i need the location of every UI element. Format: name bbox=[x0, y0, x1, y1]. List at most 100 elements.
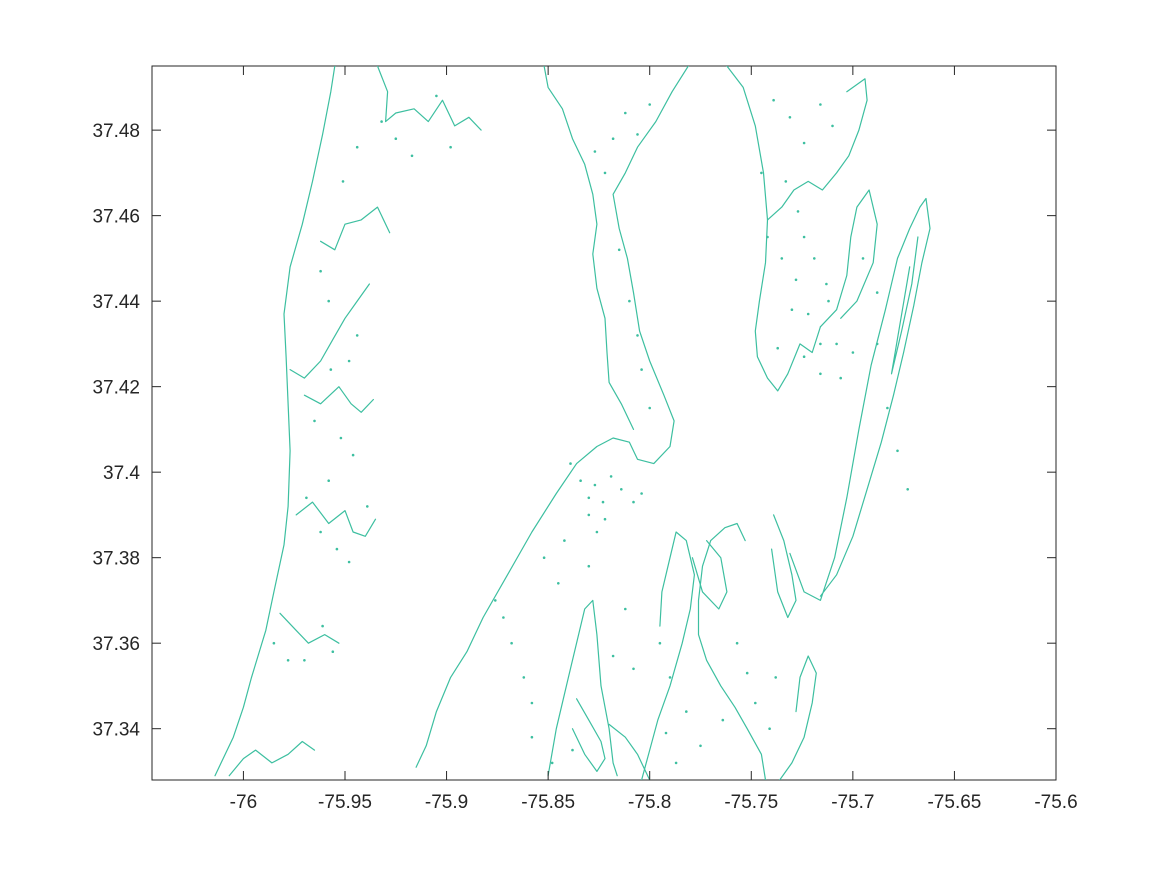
marsh-speck bbox=[321, 624, 324, 628]
shoreline-south-central-islet bbox=[571, 698, 606, 773]
marsh-speck bbox=[624, 607, 627, 611]
marsh-speck bbox=[593, 483, 597, 487]
shoreline-mid-creek-c bbox=[320, 206, 391, 251]
marsh-speck bbox=[380, 120, 383, 123]
shoreline-mid-creek-a bbox=[289, 283, 370, 379]
shoreline-southern-marsh-east bbox=[697, 522, 767, 780]
marsh-speck bbox=[542, 556, 546, 559]
marsh-speck bbox=[510, 641, 513, 645]
marsh-speck bbox=[355, 145, 359, 149]
marsh-speck bbox=[593, 150, 597, 153]
shoreline-mainland-bay-shore bbox=[214, 66, 336, 777]
marsh-speck bbox=[774, 676, 777, 679]
marsh-speck bbox=[347, 359, 351, 363]
marsh-speck bbox=[875, 342, 879, 346]
marsh-speck bbox=[658, 641, 662, 645]
y-axis-tick-labels: 37.34 37.36 37.38 37.4 37.42 37.44 37.46 37.48 bbox=[92, 121, 140, 741]
marsh-speck bbox=[674, 761, 678, 765]
marsh-speck bbox=[776, 346, 779, 350]
marsh-speck bbox=[648, 103, 651, 106]
tick-marks bbox=[152, 66, 1057, 780]
marsh-speck bbox=[802, 355, 806, 359]
marsh-speck bbox=[571, 748, 574, 752]
marsh-speck bbox=[813, 257, 816, 260]
marsh-speck bbox=[839, 376, 842, 380]
marsh-speck bbox=[636, 334, 639, 337]
marsh-speck bbox=[550, 761, 554, 765]
y-tick-label: 37.34 bbox=[92, 720, 140, 741]
marsh-speck bbox=[802, 141, 806, 145]
marsh-speck bbox=[620, 488, 623, 491]
marsh-speck bbox=[394, 137, 398, 140]
shoreline-south-pond-b bbox=[770, 514, 797, 619]
marsh-speck bbox=[303, 659, 306, 662]
marsh-speck bbox=[794, 278, 798, 282]
marsh-speck bbox=[494, 599, 497, 602]
marsh-speck bbox=[435, 94, 438, 98]
marsh-speck bbox=[636, 133, 639, 136]
shoreline-marsh-complex-east bbox=[766, 78, 868, 221]
x-axis-tick-labels: -76 -75.95 -75.9 -75.85 -75.8 -75.75 -75.7 -75.… bbox=[230, 792, 1078, 813]
marsh-speck bbox=[355, 334, 359, 337]
y-tick-label: 37.4 bbox=[103, 463, 140, 484]
marsh-speck bbox=[313, 419, 316, 423]
marsh-speck bbox=[819, 372, 822, 376]
marsh-speck bbox=[861, 257, 865, 260]
marsh-speck bbox=[754, 701, 757, 705]
marsh-speck bbox=[272, 641, 276, 645]
marsh-speck bbox=[319, 269, 322, 273]
marsh-speck bbox=[896, 449, 899, 453]
marsh-speck bbox=[827, 299, 830, 303]
shoreline-hog-island-bay-west-edge bbox=[415, 66, 689, 768]
marsh-speck bbox=[632, 667, 635, 671]
marsh-speck bbox=[611, 137, 615, 140]
marsh-speck bbox=[522, 676, 526, 679]
marsh-speck bbox=[906, 488, 909, 491]
marsh-speck bbox=[806, 312, 810, 316]
marsh-speck bbox=[502, 616, 505, 619]
marsh-speck bbox=[530, 735, 534, 739]
marsh-speck bbox=[632, 500, 635, 504]
marsh-speck bbox=[327, 299, 331, 303]
marsh-speck bbox=[745, 671, 749, 675]
shoreline-lower-creek-b bbox=[279, 612, 340, 644]
shoreline-southern-east-lobe bbox=[779, 655, 817, 780]
marsh-speck bbox=[563, 539, 566, 542]
y-tick-label: 37.36 bbox=[92, 634, 140, 655]
x-tick-label: -75.9 bbox=[425, 792, 468, 813]
marsh-speck-layer bbox=[272, 94, 909, 765]
marsh-speck bbox=[685, 710, 688, 713]
marsh-speck bbox=[319, 530, 322, 534]
marsh-speck bbox=[286, 659, 290, 662]
x-tick-label: -75.65 bbox=[927, 792, 981, 813]
marsh-speck bbox=[735, 641, 739, 645]
marsh-speck bbox=[640, 368, 643, 371]
marsh-speck bbox=[609, 475, 613, 478]
marsh-speck bbox=[557, 582, 560, 585]
marsh-speck bbox=[628, 299, 631, 303]
y-tick-label: 37.42 bbox=[92, 378, 140, 399]
marsh-speck bbox=[617, 248, 621, 252]
shoreline-layer bbox=[214, 66, 931, 780]
marsh-speck bbox=[579, 479, 582, 483]
marsh-speck bbox=[366, 505, 369, 508]
marsh-speck bbox=[595, 530, 599, 534]
marsh-speck bbox=[530, 701, 534, 705]
shoreline-inner-lagoon-loop bbox=[543, 66, 635, 430]
x-tick-label: -75.85 bbox=[521, 792, 575, 813]
marsh-speck bbox=[802, 235, 806, 239]
marsh-speck bbox=[875, 291, 879, 294]
y-tick-label: 37.44 bbox=[92, 292, 140, 313]
marsh-speck bbox=[341, 180, 345, 183]
marsh-speck bbox=[760, 171, 763, 175]
marsh-speck bbox=[886, 406, 889, 410]
marsh-speck bbox=[410, 154, 414, 158]
shoreline-hog-island-spit bbox=[608, 723, 651, 780]
x-tick-label: -75.6 bbox=[1034, 792, 1077, 813]
y-tick-label: 37.38 bbox=[92, 549, 140, 570]
marsh-speck bbox=[587, 496, 591, 500]
marsh-speck bbox=[699, 744, 702, 748]
marsh-speck bbox=[831, 124, 834, 128]
marsh-speck bbox=[851, 351, 855, 354]
